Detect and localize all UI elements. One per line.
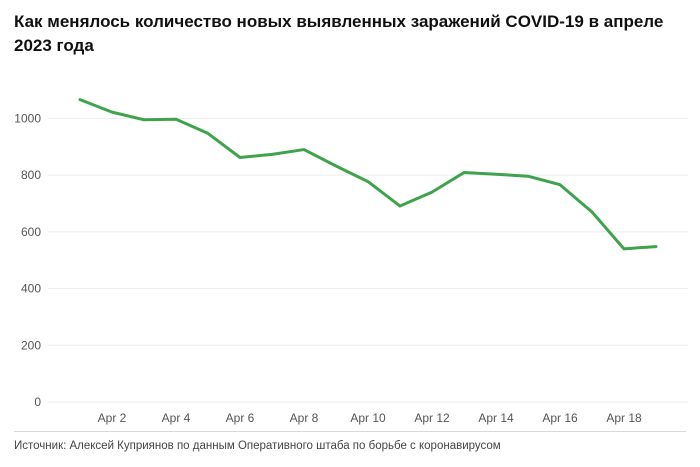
series-line: [78, 98, 658, 251]
x-tick-label: Apr 4: [162, 411, 191, 425]
x-tick-label: Apr 2: [98, 411, 127, 425]
y-tick-label: 200: [21, 338, 41, 352]
series-lines: [78, 98, 658, 251]
gridlines: [48, 117, 688, 403]
x-tick-label: Apr 10: [350, 411, 386, 425]
chart-title: Как менялось количество новых выявленных…: [14, 12, 664, 55]
y-tick-label: 600: [21, 225, 41, 239]
x-tick-label: Apr 18: [606, 411, 642, 425]
y-tick-label: 0: [34, 395, 41, 409]
source-note: Источник: Алексей Куприянов по данным Оп…: [14, 440, 501, 452]
y-tick-label: 1000: [14, 111, 41, 125]
y-axis-ticks: 0 200 400 600 800 1000: [14, 111, 41, 409]
y-tick-label: 800: [21, 168, 41, 182]
x-tick-label: Apr 16: [542, 411, 578, 425]
footer-divider: [14, 431, 686, 432]
y-tick-label: 400: [21, 282, 41, 296]
x-axis-ticks: Apr 2 Apr 4 Apr 6 Apr 8 Apr 10 Apr 12 Apr 14 Ap…: [98, 411, 642, 425]
x-tick-label: Apr 6: [226, 411, 255, 425]
x-tick-label: Apr 12: [414, 411, 450, 425]
x-tick-label: Apr 8: [290, 411, 319, 425]
x-tick-label: Apr 14: [478, 411, 514, 425]
